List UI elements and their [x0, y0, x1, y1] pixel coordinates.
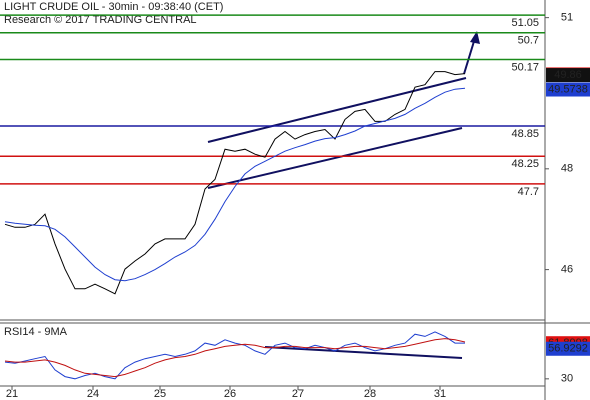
x-tick-label: 21	[6, 388, 18, 400]
series-line	[4, 87, 466, 282]
y-tick-label: 51	[561, 12, 573, 24]
price-marker	[546, 68, 590, 83]
x-tick-label: 28	[364, 388, 376, 400]
projection-arrow	[463, 37, 476, 75]
series-line	[4, 71, 466, 295]
y-tick-label: 48	[561, 163, 573, 175]
level-label: 50.7	[518, 35, 539, 47]
x-tick-label: 24	[87, 388, 99, 400]
x-tick-label: 31	[434, 388, 446, 400]
price-marker-label: 56.9292	[548, 343, 588, 355]
level-label: 48.25	[511, 158, 539, 170]
panel-title: RSI14 - 9MA	[4, 326, 68, 338]
channel-line	[207, 77, 467, 143]
level-label: 51.05	[511, 17, 539, 29]
level-label: 50.17	[511, 61, 539, 73]
arrow-head	[470, 31, 480, 44]
price-marker-label: 49.5738	[548, 83, 588, 95]
series-line	[4, 338, 466, 378]
x-tick-label: 26	[224, 388, 236, 400]
level-label: 47.7	[518, 186, 539, 198]
channel-line	[207, 127, 463, 189]
price-marker-label: 49.86	[554, 69, 582, 81]
y-tick-label: 46	[561, 264, 573, 276]
rsi-trend-line	[264, 346, 463, 359]
series-line	[4, 331, 465, 380]
y-tick-label: 30	[561, 373, 573, 385]
price-marker	[546, 82, 590, 97]
level-label: 48.85	[511, 128, 539, 140]
x-tick-label: 27	[292, 388, 304, 400]
chart-subtitle: Research © 2017 TRADING CENTRAL	[4, 14, 197, 26]
price-marker	[546, 341, 590, 356]
x-tick-label: 25	[154, 388, 166, 400]
chart-title: LIGHT CRUDE OIL - 30min - 09:38:40 (CET)	[4, 1, 223, 13]
